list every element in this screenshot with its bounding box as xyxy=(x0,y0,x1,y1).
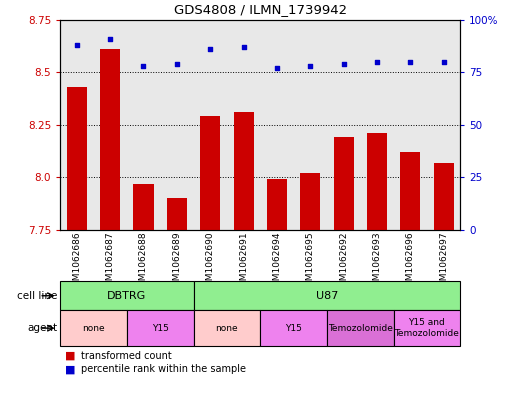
Text: ■: ■ xyxy=(65,364,76,375)
Bar xyxy=(133,184,154,230)
Point xyxy=(106,35,115,42)
Bar xyxy=(434,163,453,230)
Point xyxy=(173,61,181,67)
Bar xyxy=(327,310,393,346)
Bar xyxy=(334,138,354,230)
Point xyxy=(240,44,248,50)
Bar xyxy=(167,198,187,230)
Text: Y15: Y15 xyxy=(285,324,302,332)
Text: ■: ■ xyxy=(65,351,76,361)
Bar xyxy=(200,116,220,230)
Text: Y15: Y15 xyxy=(152,324,168,332)
Bar xyxy=(300,173,320,230)
Bar xyxy=(67,87,87,230)
Text: none: none xyxy=(82,324,105,332)
Text: agent: agent xyxy=(27,323,58,333)
Bar xyxy=(267,180,287,230)
Text: transformed count: transformed count xyxy=(81,351,172,361)
Bar xyxy=(100,49,120,230)
Point xyxy=(206,46,214,52)
Text: Y15 and
Temozolomide: Y15 and Temozolomide xyxy=(394,318,459,338)
Bar xyxy=(400,152,420,230)
Point xyxy=(306,63,314,69)
Bar xyxy=(60,310,127,346)
Text: cell line: cell line xyxy=(17,291,58,301)
Bar xyxy=(394,310,460,346)
Point xyxy=(139,63,147,69)
Point xyxy=(439,59,448,65)
Bar xyxy=(233,112,254,230)
Point xyxy=(339,61,348,67)
Bar xyxy=(260,310,327,346)
Text: Temozolomide: Temozolomide xyxy=(328,324,393,332)
Point xyxy=(272,65,281,71)
Text: GDS4808 / ILMN_1739942: GDS4808 / ILMN_1739942 xyxy=(174,3,347,16)
Text: DBTRG: DBTRG xyxy=(107,291,146,301)
Point xyxy=(373,59,381,65)
Bar xyxy=(367,133,387,230)
Bar xyxy=(60,281,194,310)
Text: none: none xyxy=(215,324,238,332)
Point xyxy=(73,42,81,48)
Text: percentile rank within the sample: percentile rank within the sample xyxy=(81,364,246,375)
Bar xyxy=(194,281,460,310)
Point xyxy=(406,59,414,65)
Bar xyxy=(127,310,194,346)
Text: U87: U87 xyxy=(316,291,338,301)
Bar xyxy=(194,310,260,346)
